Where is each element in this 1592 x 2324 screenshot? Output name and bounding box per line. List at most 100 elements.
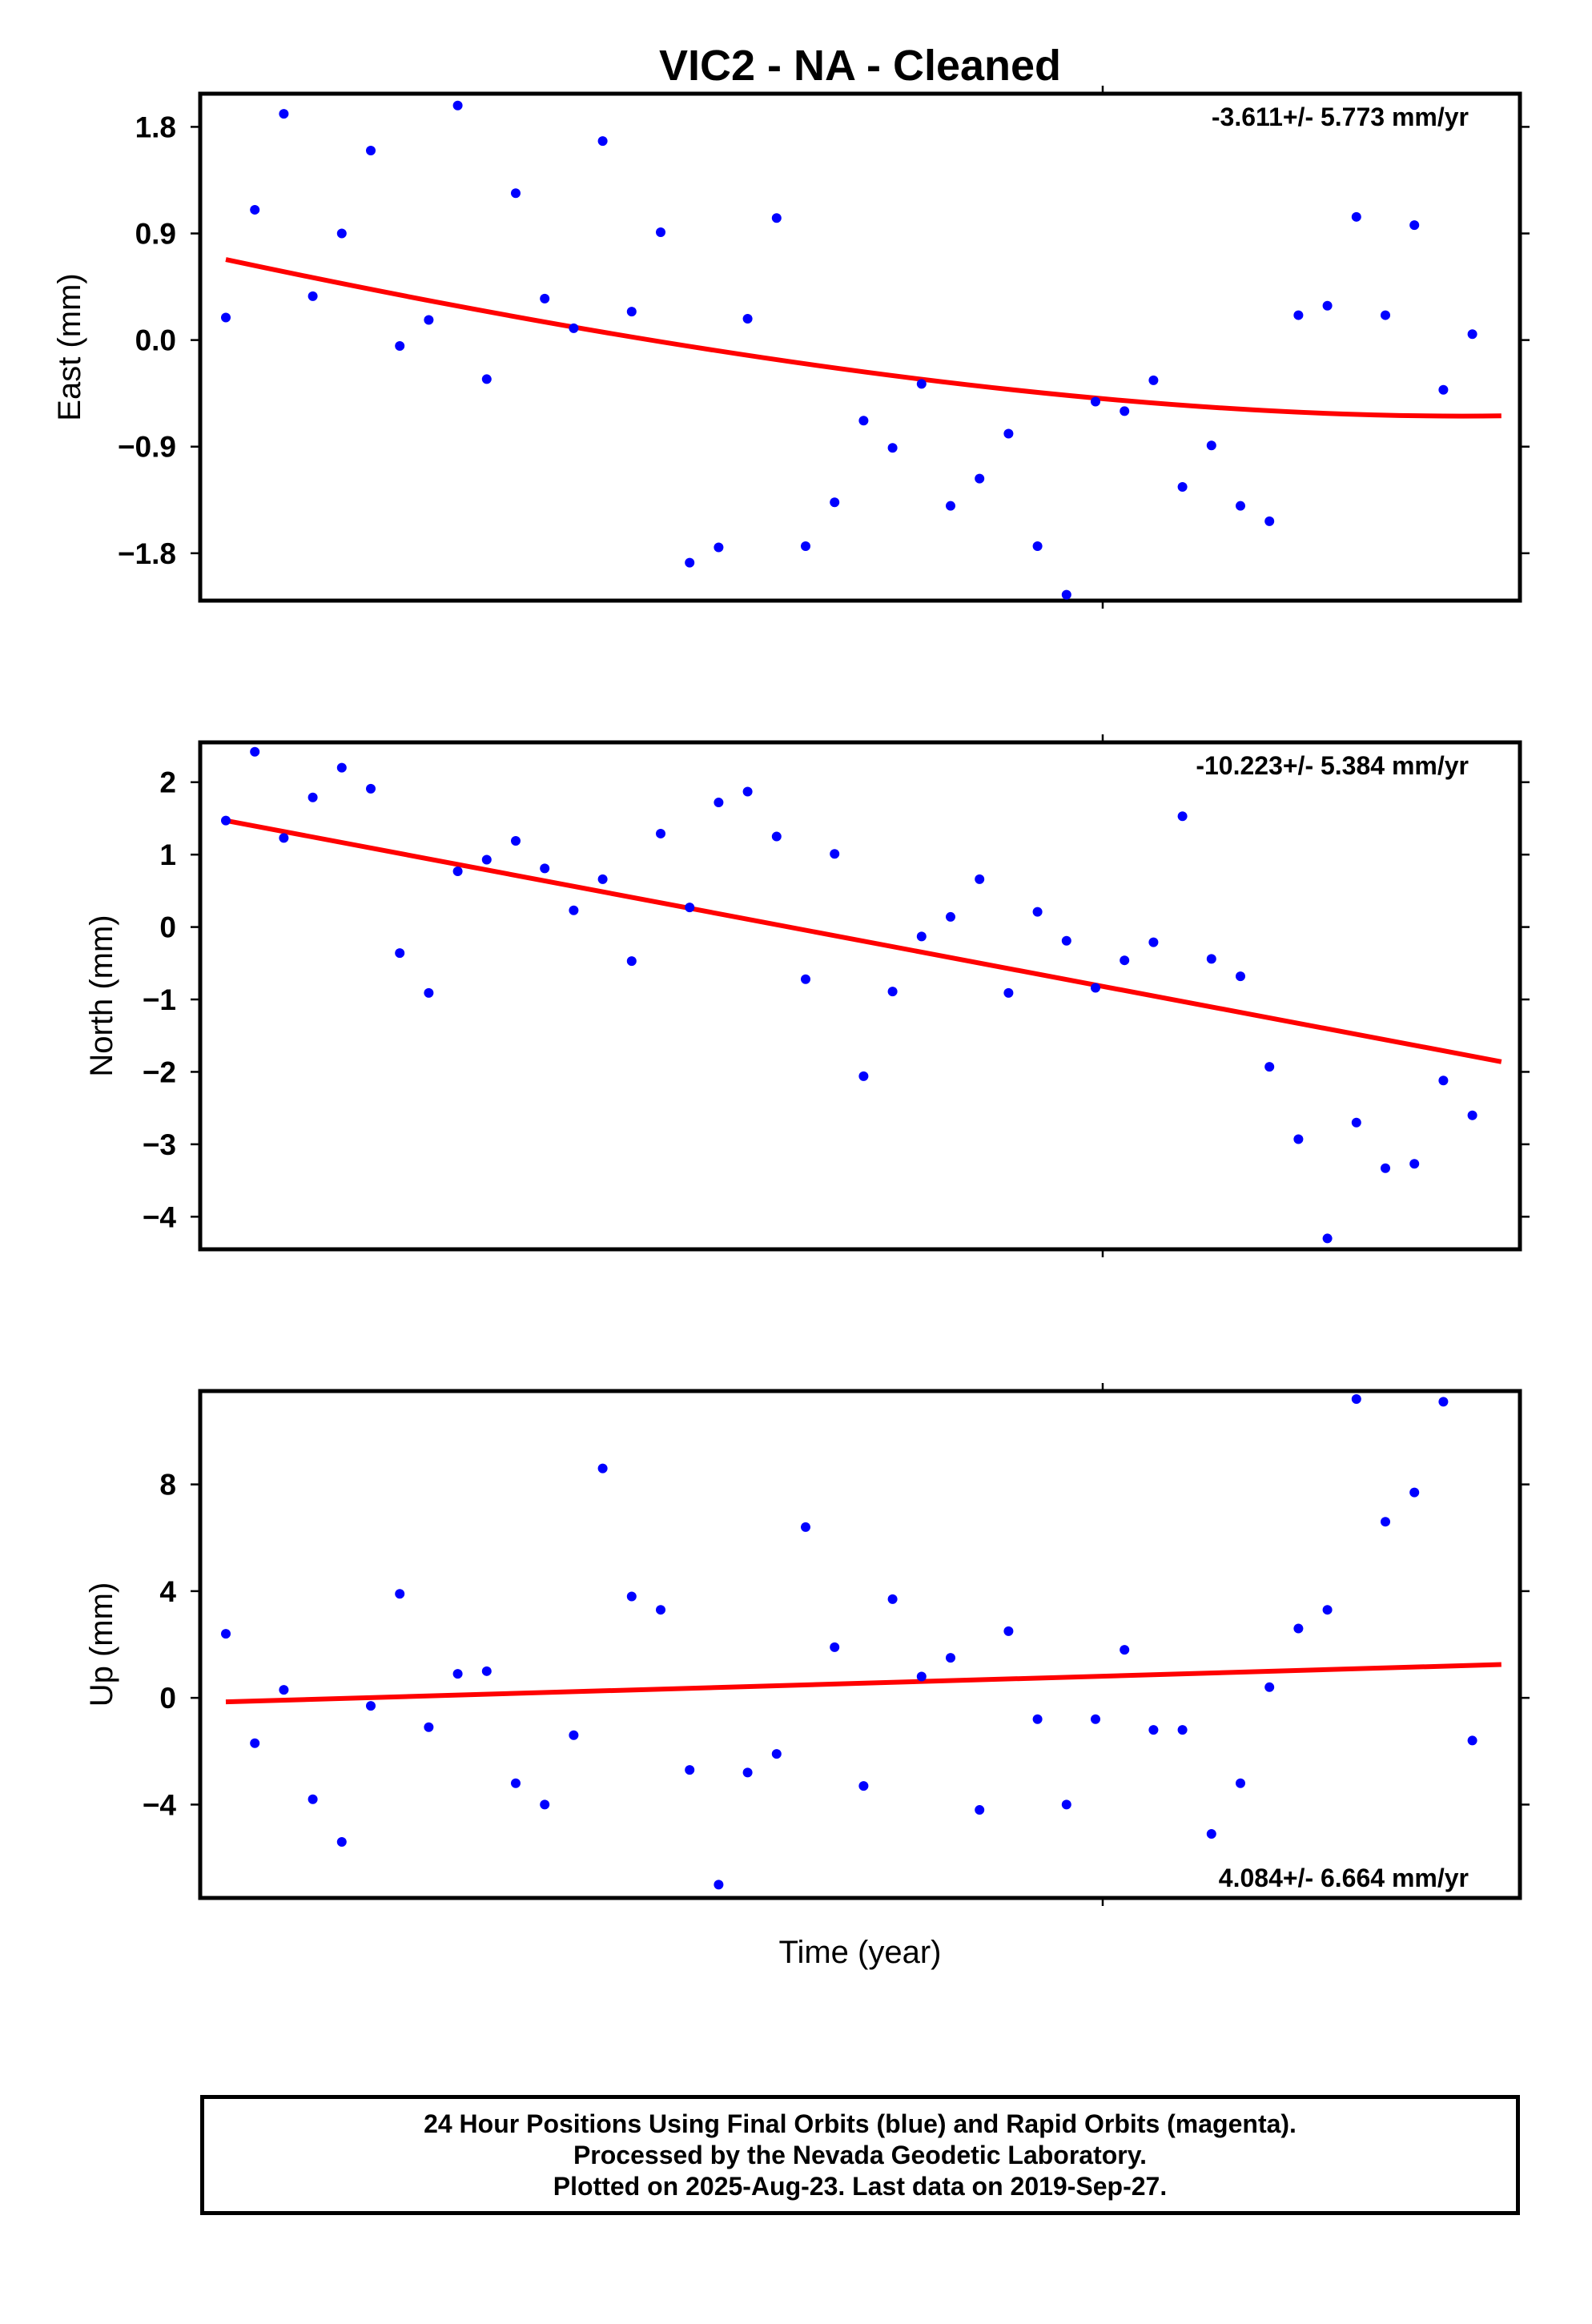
north-data-point xyxy=(569,905,579,915)
up-data-point xyxy=(1177,1725,1188,1735)
east-data-point xyxy=(308,291,318,301)
east-data-point xyxy=(569,323,579,333)
north-data-point xyxy=(685,903,695,913)
east-data-point xyxy=(626,307,637,317)
north-data-point xyxy=(887,987,898,997)
north-data-point xyxy=(1322,1233,1333,1244)
up-data-point xyxy=(366,1701,376,1711)
north-y-axis-label: North (mm) xyxy=(84,915,119,1076)
up-data-point xyxy=(1409,1487,1420,1498)
up-data-point xyxy=(250,1738,260,1748)
east-data-point xyxy=(1061,589,1071,600)
north-data-point xyxy=(597,874,608,884)
up-data-point xyxy=(1206,1829,1216,1839)
up-data-point xyxy=(1293,1623,1304,1634)
up-data-point xyxy=(887,1594,898,1604)
up-data-point xyxy=(597,1463,608,1474)
up-data-point xyxy=(946,1653,955,1663)
east-data-point xyxy=(714,542,724,553)
north-data-point xyxy=(1148,937,1159,947)
up-panel: 8 4 0 −4 Up (mm) 4.084+/- 6.664 mm/yr xyxy=(84,1383,1530,1906)
north-data-point xyxy=(946,911,955,922)
up-data-point xyxy=(279,1685,289,1695)
up-data-point xyxy=(916,1671,927,1682)
north-data-point xyxy=(975,874,985,884)
up-trend-line xyxy=(225,1662,1502,1705)
east-data-point xyxy=(1177,482,1188,493)
north-data-point xyxy=(714,798,724,808)
north-data-point xyxy=(1177,811,1188,822)
up-data-point xyxy=(308,1794,318,1804)
up-data-point xyxy=(540,1799,550,1810)
north-ytick-label: 1 xyxy=(159,838,176,871)
up-data-point xyxy=(975,1805,985,1815)
north-rate-label: -10.223+/- 5.384 mm/yr xyxy=(1196,751,1469,780)
east-ytick-label: 0.0 xyxy=(135,324,176,357)
east-data-point xyxy=(830,497,840,508)
up-data-point xyxy=(1032,1714,1043,1724)
up-data-point xyxy=(830,1642,840,1652)
north-data-point xyxy=(771,831,782,842)
up-data-point xyxy=(1351,1393,1361,1404)
up-data-point xyxy=(742,1767,753,1778)
north-plot-frame xyxy=(198,740,1522,1252)
north-data-point xyxy=(1061,935,1071,946)
east-data-point xyxy=(656,227,665,238)
north-data-point xyxy=(395,948,405,959)
north-data-point xyxy=(424,987,434,998)
north-ytick-label: −2 xyxy=(143,1055,176,1088)
east-data-point xyxy=(336,228,347,239)
east-rate-label: -3.611+/- 5.773 mm/yr xyxy=(1212,103,1469,131)
east-data-point xyxy=(858,416,869,426)
up-data-point xyxy=(569,1730,579,1740)
east-data-point xyxy=(250,204,260,215)
north-data-point xyxy=(1032,907,1043,917)
east-data-point xyxy=(1206,440,1216,451)
east-data-point xyxy=(481,374,492,384)
up-ytick-label: 8 xyxy=(159,1469,176,1502)
east-data-point xyxy=(1236,501,1245,511)
up-data-point xyxy=(771,1749,782,1759)
east-data-point xyxy=(1120,406,1130,416)
up-data-point xyxy=(1264,1682,1275,1692)
north-data-point xyxy=(1467,1110,1477,1120)
up-plot-frame xyxy=(198,1389,1522,1900)
up-data-point xyxy=(714,1880,724,1890)
north-data-point xyxy=(250,746,260,757)
up-data-point xyxy=(1381,1517,1390,1527)
up-data-point xyxy=(858,1781,869,1791)
east-plot-frame xyxy=(198,91,1522,603)
east-data-point xyxy=(1148,375,1159,385)
north-data-point xyxy=(1236,971,1245,982)
north-data-point xyxy=(336,762,347,773)
up-data-point xyxy=(1438,1397,1449,1407)
east-data-point xyxy=(221,312,231,323)
up-data-point xyxy=(626,1591,637,1602)
east-data-point xyxy=(511,188,521,199)
north-data-point xyxy=(656,828,665,838)
east-data-point xyxy=(946,501,955,511)
north-ytick-label: −4 xyxy=(143,1200,177,1233)
up-data-point xyxy=(1120,1645,1130,1655)
up-data-point xyxy=(1322,1605,1333,1615)
north-data-point xyxy=(1438,1076,1449,1086)
east-data-point xyxy=(1293,310,1304,320)
north-data-point xyxy=(1409,1159,1420,1169)
north-data-point xyxy=(540,863,550,874)
north-data-point xyxy=(221,815,231,826)
east-trend-line xyxy=(225,257,1502,419)
up-ytick-label: −4 xyxy=(143,1788,177,1821)
north-data-point xyxy=(366,783,376,794)
north-trend-line xyxy=(225,818,1502,1064)
up-rate-label: 4.084+/- 6.664 mm/yr xyxy=(1219,1864,1469,1892)
east-data-point xyxy=(771,213,782,223)
north-data-point xyxy=(830,849,840,859)
east-data-point xyxy=(1003,428,1014,439)
east-ytick-label: −1.8 xyxy=(118,537,176,570)
north-data-point xyxy=(1120,955,1130,966)
east-data-point xyxy=(1467,329,1477,340)
north-data-point xyxy=(1381,1163,1390,1173)
east-y-axis-label: East (mm) xyxy=(52,273,87,420)
up-data-point xyxy=(801,1522,810,1532)
